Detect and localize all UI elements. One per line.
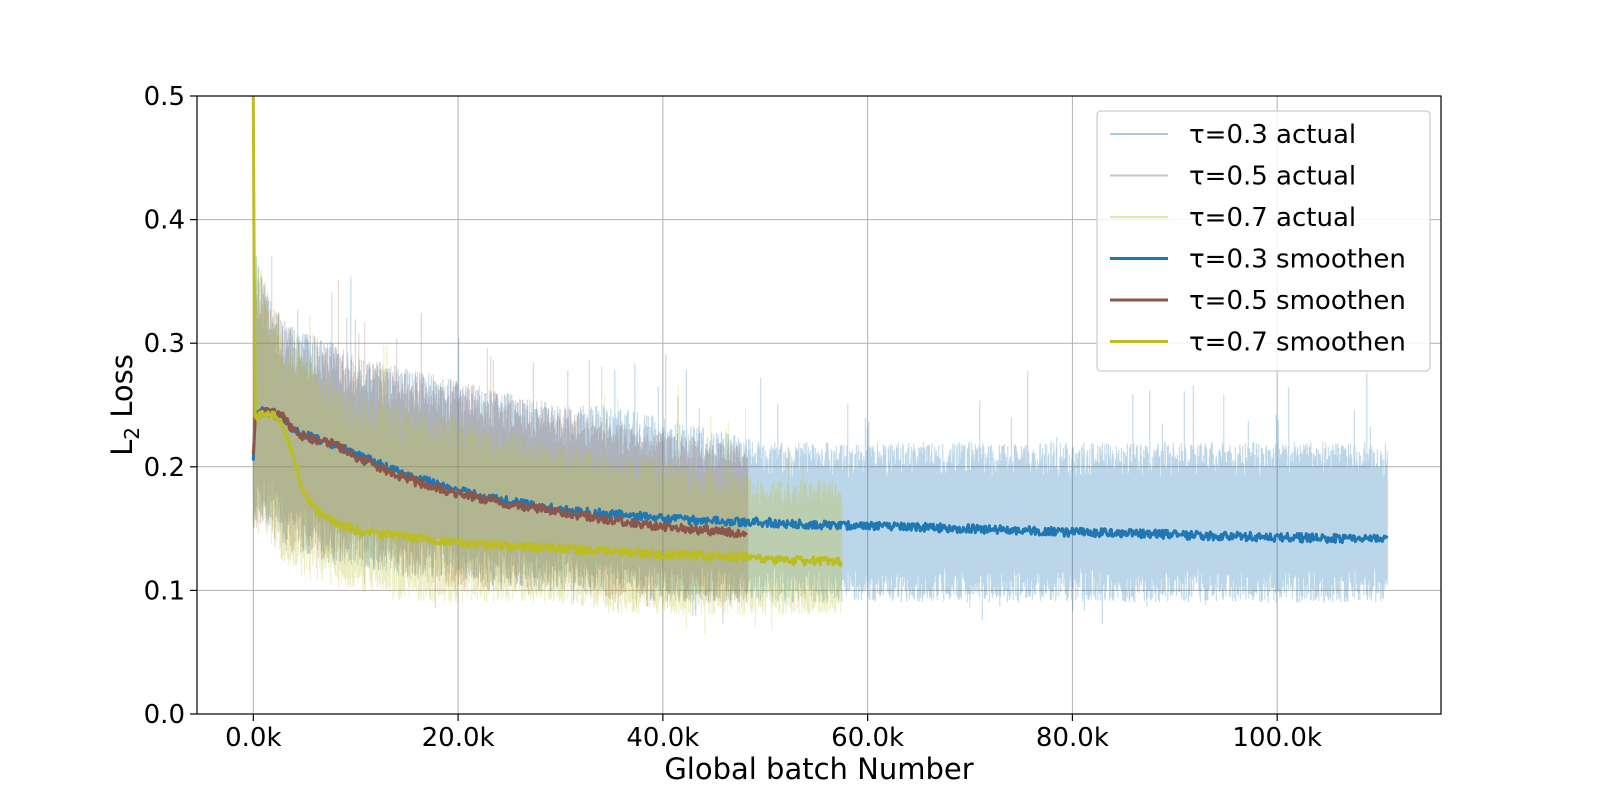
x-tick-label: 40.0k [626,723,699,753]
x-tick-label: 80.0k [1036,723,1109,753]
y-tick-label: 0.3 [144,329,185,359]
series-smooth-3 [251,96,843,568]
legend-label: τ=0.3 smoothen [1189,245,1406,275]
plot-area [251,96,1389,635]
legend-label: τ=0.5 smoothen [1189,286,1406,316]
y-tick-label: 0.2 [144,453,185,483]
axis-ticks: 0.0k 20.0k 40.0k 60.0k 80.0k 100.0k 0.0 0.1 0.2 0… [144,82,1322,753]
x-tick-label: 0.0k [225,723,281,753]
y-tick-label: 0.0 [144,700,185,730]
legend-label: τ=0.7 smoothen [1189,328,1406,358]
y-tick-label: 0.1 [144,576,185,606]
x-axis-label: Global batch Number [664,752,973,786]
axes-frame [196,95,1442,715]
y-tick-label: 0.5 [144,82,185,112]
x-tick-label: 100.0k [1232,723,1322,753]
y-tick-label: 0.4 [144,206,185,236]
legend-box [1096,110,1431,372]
series-smooth-1 [251,406,1389,545]
y-axis-label: L2 Loss [105,354,144,456]
series-smooth-2 [251,407,748,539]
legend-label: τ=0.3 actual [1189,120,1356,150]
x-tick-label: 60.0k [831,723,904,753]
x-tick-label: 20.0k [422,723,495,753]
legend-label: τ=0.7 actual [1189,203,1356,233]
legend-label: τ=0.5 actual [1189,162,1356,192]
legend: τ=0.3 actual τ=0.5 actual τ=0.7 actual τ=0.… [1096,110,1431,372]
